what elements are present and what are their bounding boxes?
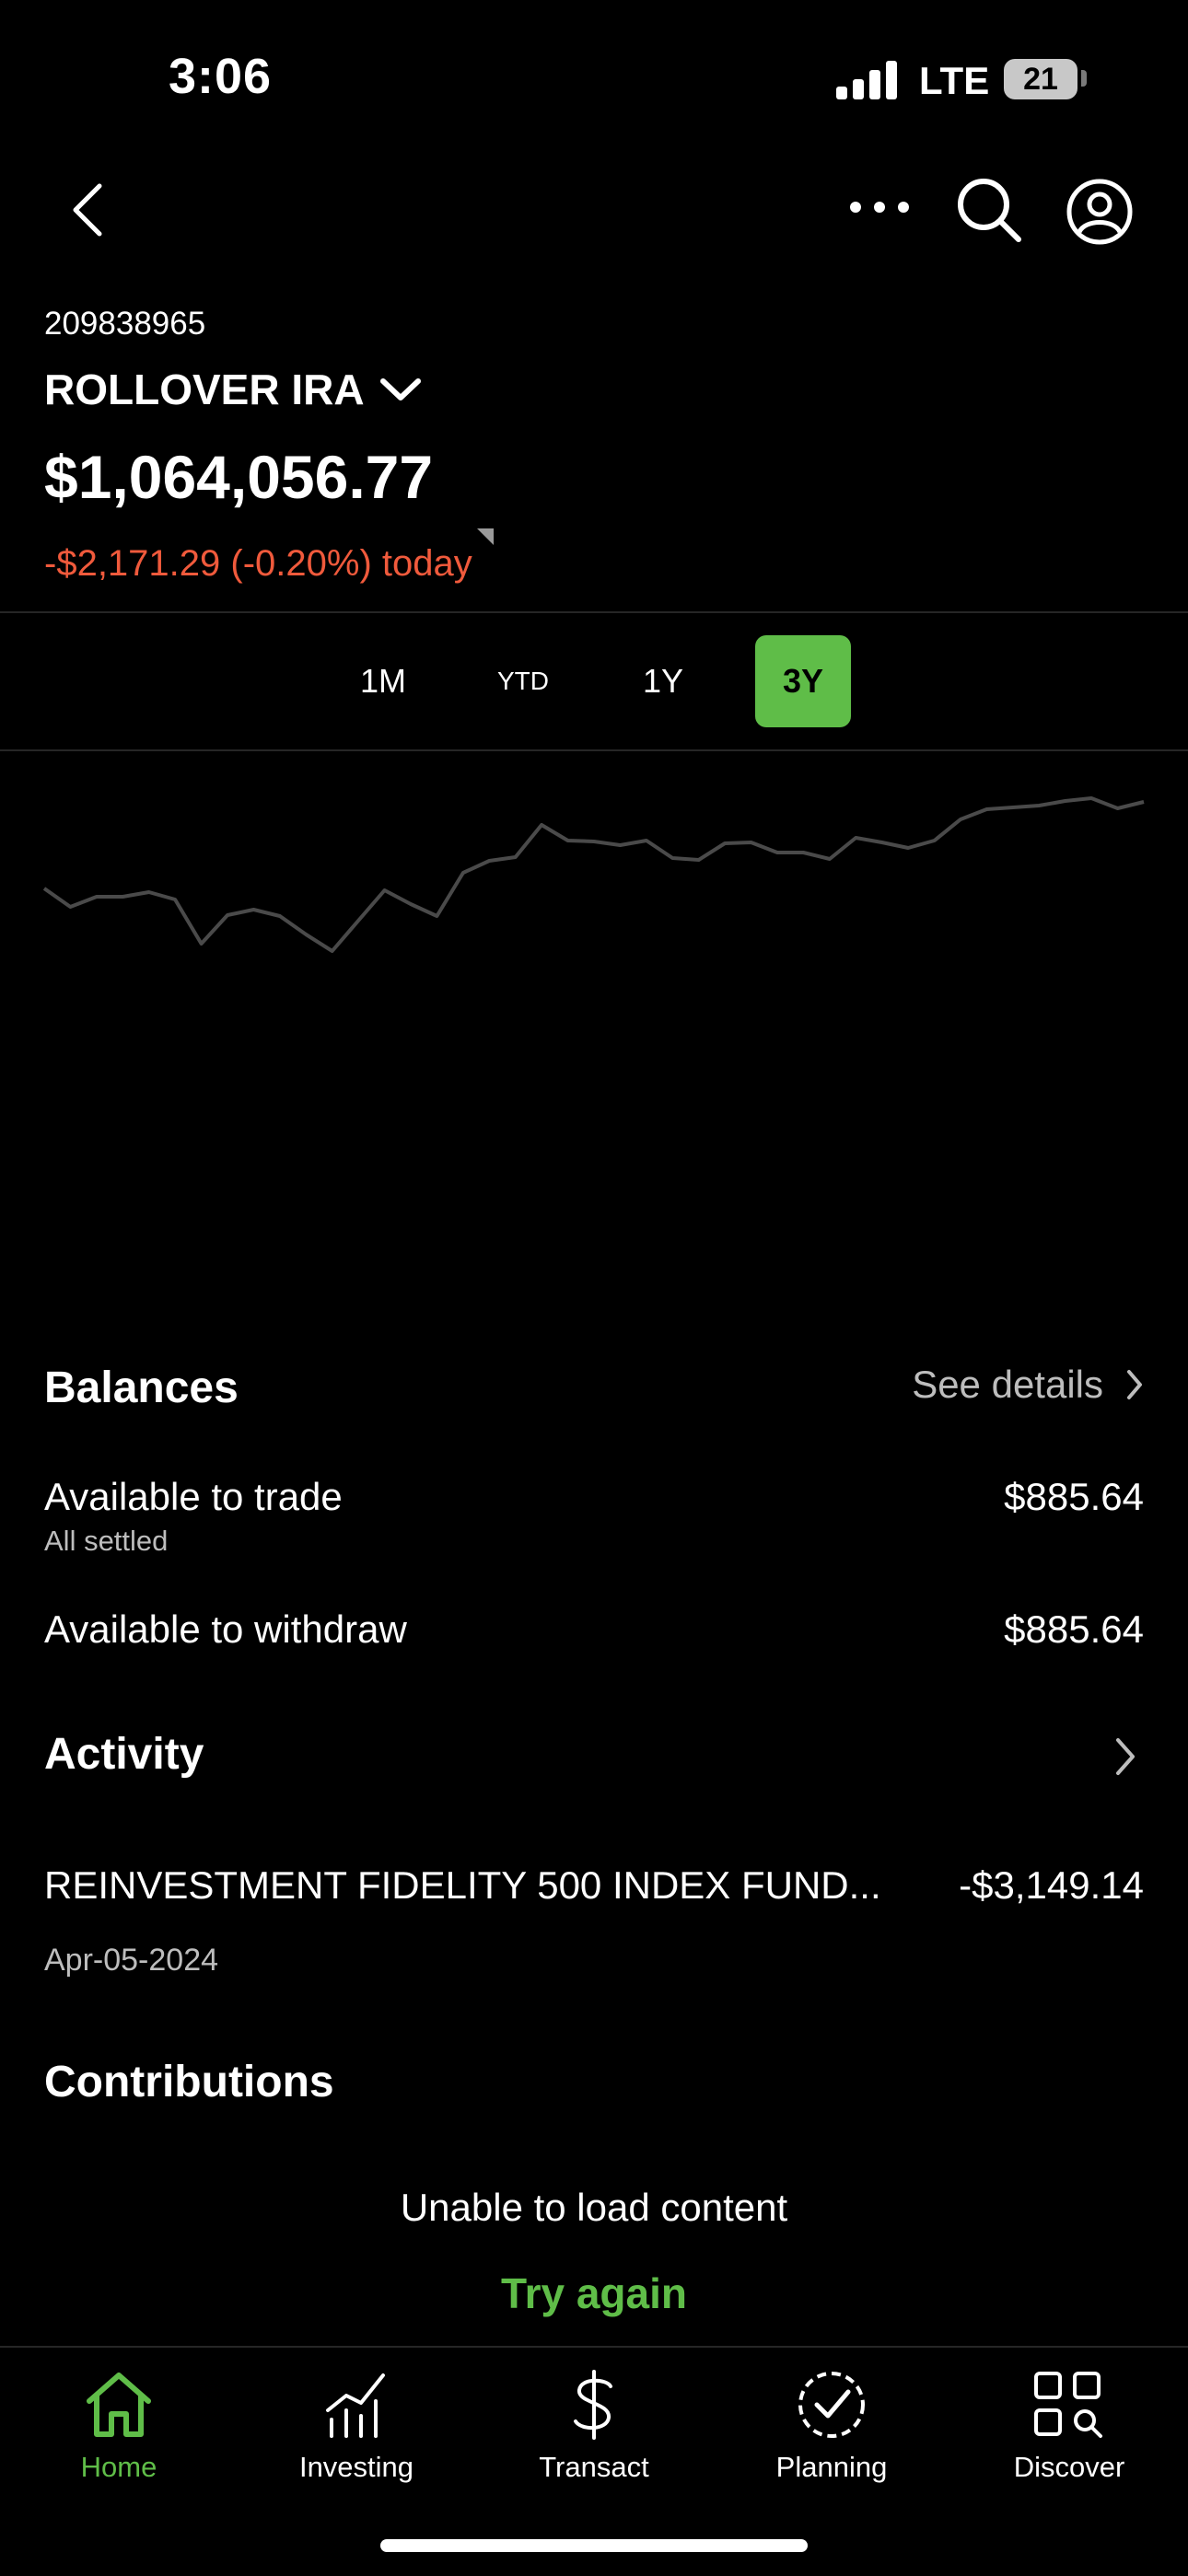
divider xyxy=(0,749,1188,751)
available-to-trade-sub: All settled xyxy=(44,1525,169,1557)
load-error-message: Unable to load content xyxy=(400,2186,788,2229)
performance-chart xyxy=(42,796,1145,953)
account-number: 209838965 xyxy=(44,306,206,342)
range-tab-ytd[interactable]: YTD xyxy=(497,667,549,695)
back-icon[interactable] xyxy=(64,180,111,239)
dollar-icon xyxy=(574,2370,612,2440)
contributions-title: Contributions xyxy=(44,2058,334,2106)
tab-label: Discover xyxy=(1013,2451,1125,2483)
chevron-down-icon xyxy=(379,378,421,400)
account-balance: $1,064,056.77 xyxy=(44,443,434,511)
daily-change: -$2,171.29 (-0.20%) today xyxy=(44,543,472,584)
network-type: LTE xyxy=(919,59,990,102)
battery-cap xyxy=(1081,70,1087,87)
bottom-tab-bar: Home Investing Transact xyxy=(0,2346,1188,2576)
grid-search-icon xyxy=(1034,2372,1102,2438)
range-tab-3y[interactable]: 3Y xyxy=(755,635,851,727)
tab-transact[interactable]: Transact xyxy=(475,2348,713,2523)
series-line xyxy=(42,796,1145,953)
chevron-right-icon xyxy=(1127,1370,1142,1399)
check-circle-icon xyxy=(798,2372,865,2438)
tab-label: Transact xyxy=(539,2451,649,2483)
available-to-trade-value: $885.64 xyxy=(1004,1475,1144,1518)
signal-icon xyxy=(836,61,897,99)
chevron-right-icon[interactable] xyxy=(1114,1736,1136,1777)
tab-home[interactable]: Home xyxy=(0,2348,238,2523)
activity-item-amount: -$3,149.14 xyxy=(959,1863,1144,1907)
divider xyxy=(0,611,1188,613)
try-again-button[interactable]: Try again xyxy=(501,2269,687,2317)
activity-item-date: Apr-05-2024 xyxy=(44,1943,219,1978)
range-tab-1y[interactable]: 1Y xyxy=(642,662,684,700)
tab-label: Investing xyxy=(298,2451,414,2483)
tab-label: Planning xyxy=(775,2451,888,2483)
tab-discover[interactable]: Discover xyxy=(950,2348,1188,2523)
home-icon xyxy=(87,2373,151,2437)
available-to-trade-label: Available to trade xyxy=(44,1475,343,1518)
more-icon[interactable] xyxy=(847,193,912,221)
tab-label: Home xyxy=(80,2451,157,2483)
available-to-withdraw-value: $885.64 xyxy=(1004,1607,1144,1651)
see-details-label: See details xyxy=(912,1363,1103,1406)
chart-icon xyxy=(326,2373,385,2438)
see-details-link[interactable]: See details xyxy=(912,1363,1144,1407)
activity-item-description[interactable]: REINVESTMENT FIDELITY 500 INDEX FUND... xyxy=(44,1863,881,1907)
range-tab-1m[interactable]: 1M xyxy=(359,662,406,700)
battery-icon: 21 xyxy=(1004,59,1077,99)
tab-planning[interactable]: Planning xyxy=(713,2348,950,2523)
profile-icon[interactable] xyxy=(1065,177,1135,247)
balances-title: Balances xyxy=(44,1363,239,1412)
status-time: 3:06 xyxy=(169,49,273,104)
tab-investing[interactable]: Investing xyxy=(238,2348,475,2523)
home-indicator xyxy=(380,2539,808,2552)
account-name: ROLLOVER IRA xyxy=(44,366,365,413)
battery-level: 21 xyxy=(1023,61,1058,97)
search-icon[interactable] xyxy=(954,175,1024,245)
activity-title[interactable]: Activity xyxy=(44,1730,204,1779)
info-corner-mark xyxy=(477,528,494,545)
account-selector[interactable]: ROLLOVER IRA xyxy=(44,365,422,414)
available-to-withdraw-label: Available to withdraw xyxy=(44,1607,407,1651)
